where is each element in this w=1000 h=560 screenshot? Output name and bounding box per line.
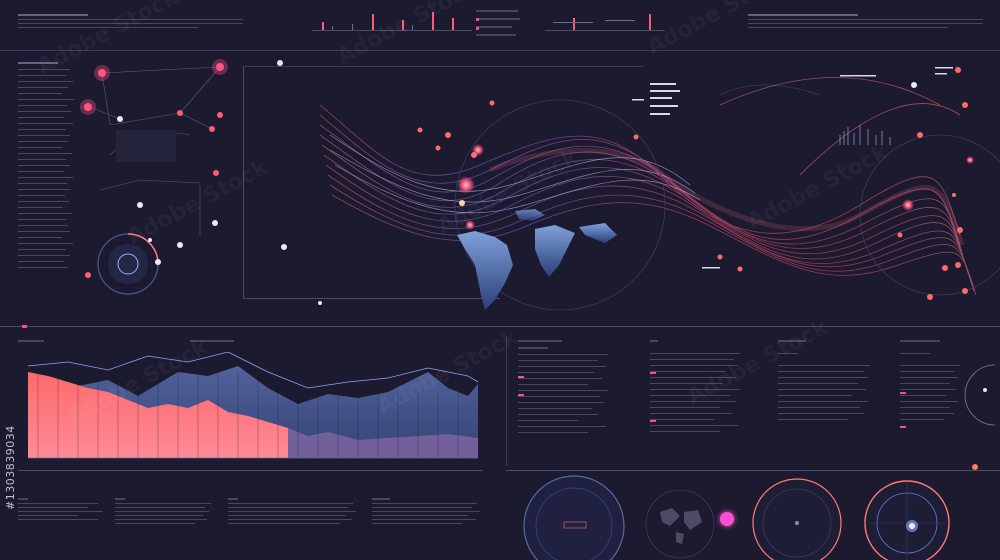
top-left-text-block	[18, 14, 243, 28]
node-dot-icon	[209, 126, 215, 132]
node-dot-icon	[117, 116, 123, 122]
info-divider-1	[506, 336, 507, 466]
node-dot-icon	[98, 69, 106, 77]
main-frame-bottom	[243, 298, 500, 299]
info-col-4	[900, 340, 980, 420]
area-chart	[28, 352, 479, 459]
globe-icon	[645, 489, 715, 559]
middle-divider-marker	[22, 325, 27, 328]
middle-divider	[0, 326, 1000, 327]
top-right-text-block	[748, 14, 983, 28]
node-dot-icon	[217, 112, 223, 118]
bottom-radar-2	[752, 478, 842, 560]
top-mini-bars	[322, 12, 454, 30]
node-dot-icon	[84, 103, 92, 111]
wave-visualization	[277, 60, 1000, 311]
bottom-text-col-4	[372, 498, 482, 524]
bottom-radar-1	[523, 475, 625, 560]
main-frame-top	[243, 66, 643, 67]
bottom-radar-3	[864, 480, 950, 560]
node-dot-icon	[213, 170, 219, 176]
bottom-text-col-3	[228, 498, 358, 524]
info-right-arc	[964, 364, 996, 426]
top-right-mini-bars	[553, 14, 651, 30]
info-col-2	[650, 340, 750, 432]
main-frame-left	[243, 66, 244, 298]
pink-dot-icon	[720, 512, 734, 526]
bottom-text-col-1	[18, 498, 108, 520]
left-list-panel	[18, 62, 78, 268]
node-dot-icon	[216, 63, 224, 71]
left-radar-icon	[97, 233, 161, 295]
info-baseline	[506, 470, 1000, 471]
node-dot-icon	[137, 202, 143, 208]
area-chart-baseline	[18, 470, 483, 471]
top-mini-chart	[312, 8, 472, 31]
node-dot-icon	[85, 272, 91, 278]
watermark-side-id: #1303839034	[4, 425, 17, 510]
watermark: Adobe Stock	[643, 0, 792, 60]
chart-header-left	[18, 340, 48, 342]
left-network-graph	[80, 59, 228, 278]
node-dot-icon	[177, 110, 183, 116]
top-right-chart	[545, 8, 665, 31]
chart-header-mid	[190, 340, 240, 342]
top-mid-list	[476, 10, 526, 36]
top-mid-markers	[476, 18, 480, 42]
node-dot-icon	[177, 242, 183, 248]
bottom-text-col-2	[115, 498, 215, 524]
info-col-3	[778, 340, 878, 420]
blue-map-silhouette	[457, 209, 617, 310]
node-dot-icon	[212, 220, 218, 226]
info-col-1	[518, 340, 618, 433]
top-divider	[0, 50, 1000, 51]
